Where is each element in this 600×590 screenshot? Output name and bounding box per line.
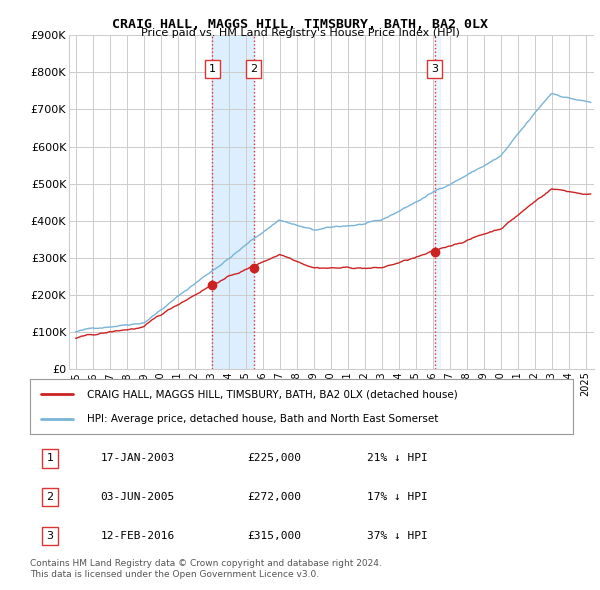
Text: 21% ↓ HPI: 21% ↓ HPI [367, 453, 427, 463]
Text: £272,000: £272,000 [247, 492, 301, 502]
Text: £315,000: £315,000 [247, 531, 301, 541]
Bar [212, 35, 254, 369]
Text: 2: 2 [47, 492, 53, 502]
Text: 03-JUN-2005: 03-JUN-2005 [101, 492, 175, 502]
Text: This data is licensed under the Open Government Licence v3.0.: This data is licensed under the Open Gov… [30, 571, 319, 579]
Text: 37% ↓ HPI: 37% ↓ HPI [367, 531, 427, 541]
Text: HPI: Average price, detached house, Bath and North East Somerset: HPI: Average price, detached house, Bath… [87, 414, 439, 424]
Text: 17% ↓ HPI: 17% ↓ HPI [367, 492, 427, 502]
Text: 12-FEB-2016: 12-FEB-2016 [101, 531, 175, 541]
Text: Contains HM Land Registry data © Crown copyright and database right 2024.: Contains HM Land Registry data © Crown c… [30, 559, 382, 568]
Text: 1: 1 [47, 453, 53, 463]
Bar [434, 35, 440, 369]
Text: 17-JAN-2003: 17-JAN-2003 [101, 453, 175, 463]
Text: CRAIG HALL, MAGGS HILL, TIMSBURY, BATH, BA2 0LX: CRAIG HALL, MAGGS HILL, TIMSBURY, BATH, … [112, 18, 488, 31]
Text: 2: 2 [250, 64, 257, 74]
Text: Price paid vs. HM Land Registry's House Price Index (HPI): Price paid vs. HM Land Registry's House … [140, 28, 460, 38]
Text: 1: 1 [209, 64, 216, 74]
Text: 3: 3 [47, 531, 53, 541]
Text: £225,000: £225,000 [247, 453, 301, 463]
Text: 3: 3 [431, 64, 438, 74]
Text: CRAIG HALL, MAGGS HILL, TIMSBURY, BATH, BA2 0LX (detached house): CRAIG HALL, MAGGS HILL, TIMSBURY, BATH, … [87, 389, 458, 399]
